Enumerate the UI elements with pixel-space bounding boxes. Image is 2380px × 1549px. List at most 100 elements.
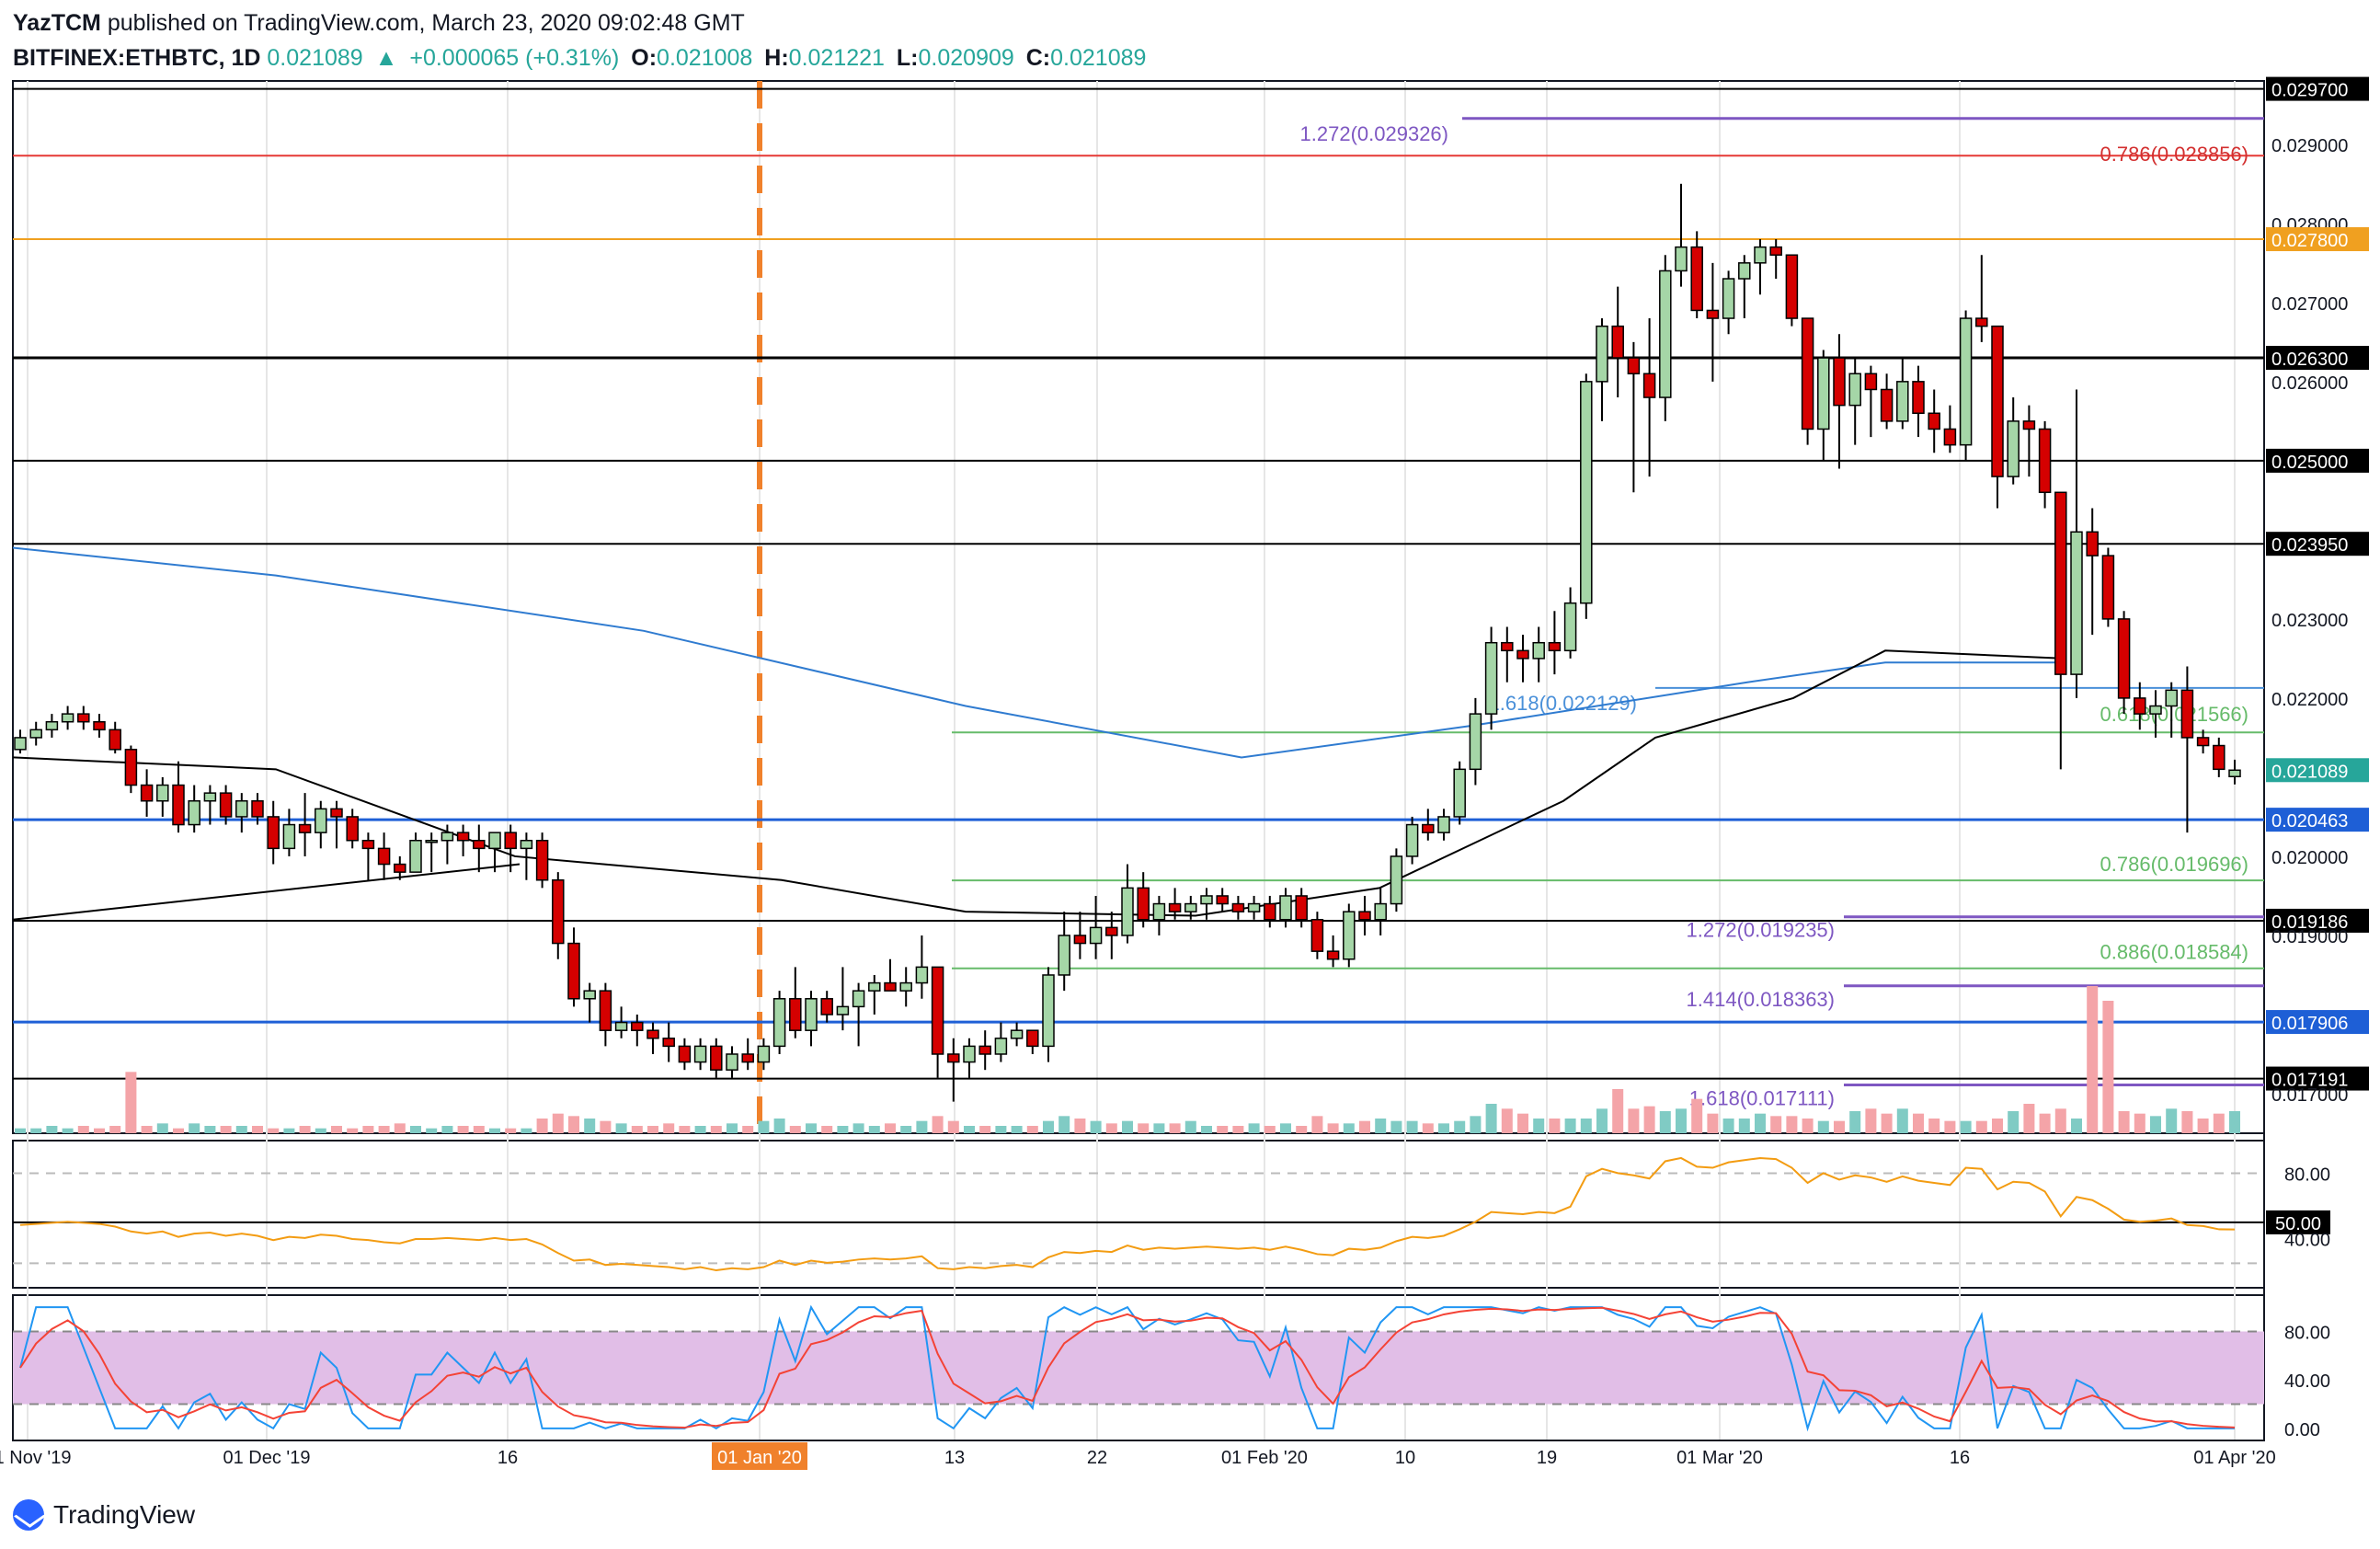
candle-body (1358, 911, 1371, 921)
tradingview-logo[interactable]: TradingView (13, 1499, 195, 1531)
volume-bar (647, 1126, 658, 1133)
candle-body (1168, 902, 1182, 912)
candle-body (1422, 823, 1435, 833)
volume-bar (1074, 1119, 1086, 1133)
candle-body (188, 799, 200, 826)
volume-bar (568, 1116, 579, 1133)
volume-bar (1359, 1120, 1370, 1133)
volume-bar (489, 1128, 500, 1133)
volume-bar (932, 1116, 944, 1133)
volume-bar (979, 1126, 991, 1133)
price-axis-label: 0.017000 (2271, 1085, 2348, 1106)
candle-body (346, 816, 359, 842)
volume-bar (615, 1123, 627, 1133)
volume-bar (1026, 1126, 1038, 1133)
volume-bar (1043, 1120, 1054, 1133)
volume-bar (1470, 1116, 1482, 1133)
candle-body (1928, 412, 1940, 430)
price-change: +0.000065 (+0.31%) (409, 45, 620, 71)
candle-body (2165, 689, 2178, 707)
candle-body (298, 823, 312, 833)
volume-bar (1786, 1116, 1798, 1133)
candle-body (1247, 902, 1261, 912)
candle-body (109, 729, 121, 751)
volume-bar (710, 1126, 722, 1133)
candle-body (1943, 428, 1957, 446)
volume-bar (315, 1128, 326, 1133)
price-axis-label: 0.020463 (2271, 811, 2348, 832)
price-axis-label: 0.017906 (2271, 1014, 2348, 1034)
candle-body (1137, 887, 1150, 921)
candle-body (1975, 317, 1988, 327)
candle-body (1548, 641, 1562, 652)
volume-bar (1280, 1123, 1291, 1133)
open-value: 0.021008 (657, 45, 753, 71)
candle-body (1390, 855, 1403, 905)
volume-bar (173, 1128, 184, 1133)
candle-body (1722, 278, 1735, 319)
candle-body (1343, 911, 1356, 960)
volume-bar (1058, 1116, 1070, 1133)
price-axis-label: 0.019000 (2271, 927, 2348, 947)
volume-bar (947, 1120, 959, 1133)
time-axis-label: 19 (1537, 1448, 1557, 1468)
candle-body (219, 792, 233, 818)
volume-bar (109, 1126, 121, 1133)
volume-bar (1406, 1120, 1418, 1133)
volume-bar (1264, 1126, 1276, 1133)
high-label: H: (764, 45, 789, 71)
volume-bar (837, 1126, 849, 1133)
candle-body (947, 1053, 960, 1063)
time-axis-label: 16 (1950, 1448, 1970, 1468)
stoch-band (13, 1331, 2264, 1405)
volume-bar (1802, 1119, 1814, 1133)
candle-body (45, 720, 59, 731)
volume-bar (964, 1126, 975, 1133)
candle-body (203, 792, 217, 802)
price-axis-label: 0.026300 (2271, 350, 2348, 370)
volume-bar (30, 1128, 42, 1133)
candle-body (520, 839, 533, 850)
volume-bar (789, 1126, 801, 1133)
volume-bar (1628, 1108, 1640, 1133)
candle-body (2054, 491, 2067, 675)
volume-bar (1201, 1126, 1212, 1133)
candle-body (156, 784, 169, 802)
volume-bar (2087, 986, 2099, 1133)
candle-body (852, 990, 865, 1008)
volume-bar (46, 1126, 58, 1133)
candle-body (1532, 641, 1545, 660)
candle-body (2228, 769, 2241, 777)
volume-bar (77, 1126, 89, 1133)
candle-body (836, 1005, 850, 1015)
candle-body (710, 1045, 723, 1071)
rsi-pane-frame (12, 1140, 2265, 1289)
candle-body (1801, 317, 1814, 430)
price-axis-label: 0.025000 (2271, 453, 2348, 473)
volume-bar (1296, 1126, 1308, 1133)
volume-bar (2118, 1111, 2130, 1133)
volume-bar (1390, 1120, 1402, 1133)
volume-bar (742, 1126, 754, 1133)
candle-body (14, 737, 27, 751)
volume-bar (1755, 1113, 1766, 1133)
author-name[interactable]: YazTCM (13, 10, 101, 36)
candle-body (789, 998, 802, 1031)
volume-bar (1944, 1120, 1956, 1133)
candle-body (441, 832, 454, 842)
candle-body (1659, 270, 1672, 398)
candle-body (267, 816, 280, 850)
volume-bar (2166, 1108, 2178, 1133)
candle-body (1374, 902, 1387, 921)
volume-bar (394, 1123, 406, 1133)
candle-body (1326, 950, 1340, 960)
candle-body (1501, 641, 1514, 652)
candle-body (1105, 926, 1118, 936)
candle-body (29, 729, 42, 739)
volume-bar (1691, 1098, 1703, 1133)
time-axis-label: 16 (498, 1448, 518, 1468)
candle-body (1010, 1029, 1024, 1039)
candle-body (1706, 309, 1720, 319)
candle-body (693, 1045, 707, 1063)
